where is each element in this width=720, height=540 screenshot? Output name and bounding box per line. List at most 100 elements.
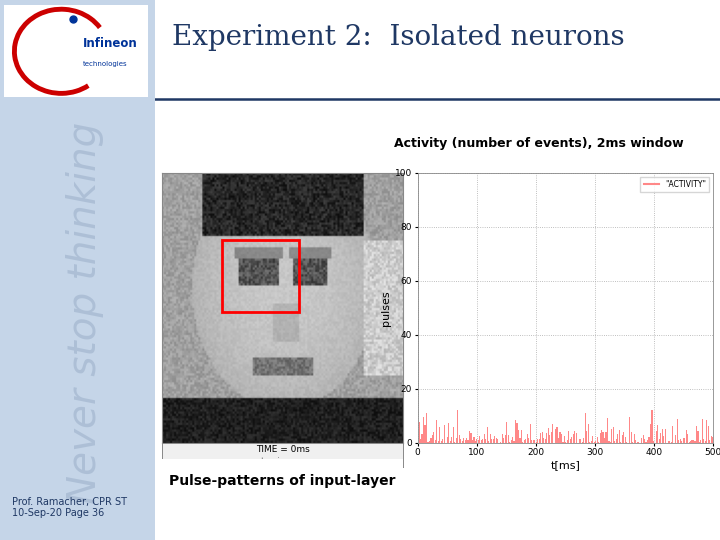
Bar (222, 240, 299, 312)
Bar (512, 437, 513, 443)
Bar (524, 440, 525, 443)
Bar (588, 423, 589, 443)
Bar (598, 442, 599, 443)
Bar (548, 428, 549, 443)
Bar (527, 434, 528, 443)
Bar (491, 439, 492, 443)
Bar (562, 442, 564, 443)
Bar (438, 441, 439, 443)
Bar (580, 438, 581, 443)
Bar (435, 440, 436, 443)
Bar (462, 441, 463, 443)
Bar (558, 438, 559, 443)
Bar (555, 429, 556, 443)
Bar (487, 427, 488, 443)
Bar (616, 439, 617, 443)
Text: Activity (number of events), 2ms window: Activity (number of events), 2ms window (395, 137, 684, 150)
Bar (421, 434, 423, 443)
Bar (544, 438, 546, 443)
Text: Experiment 2:  Isolated neurons: Experiment 2: Isolated neurons (172, 24, 624, 51)
Bar (613, 427, 614, 443)
Bar (711, 436, 712, 443)
Bar (552, 424, 553, 443)
Bar (454, 442, 455, 443)
Bar (442, 438, 444, 443)
Bar (484, 434, 485, 443)
Bar (625, 437, 626, 443)
Bar (684, 437, 685, 443)
Bar (667, 441, 669, 443)
Bar (446, 437, 448, 443)
Bar (705, 441, 706, 443)
Bar (472, 440, 473, 443)
Text: Pulse-patterns of input-layer: Pulse-patterns of input-layer (169, 474, 396, 488)
Bar (712, 437, 714, 443)
Bar (533, 440, 534, 443)
Bar (573, 434, 574, 443)
Bar (708, 426, 709, 443)
Bar (494, 436, 495, 443)
Bar (549, 435, 550, 443)
Bar (703, 439, 704, 443)
Bar (634, 434, 635, 443)
Bar (690, 441, 691, 443)
Bar (601, 430, 602, 443)
Bar (656, 431, 657, 443)
Bar (647, 440, 648, 443)
Bar (687, 434, 688, 443)
Bar (495, 438, 497, 443)
Bar (642, 435, 644, 443)
Bar (567, 440, 568, 443)
Bar (592, 436, 593, 443)
Bar (432, 435, 433, 443)
Bar (469, 430, 470, 443)
Bar (614, 441, 616, 443)
Bar (530, 424, 531, 443)
Bar (638, 442, 639, 443)
Bar (463, 438, 464, 443)
Bar (457, 409, 458, 443)
Bar (546, 433, 547, 443)
Bar (541, 432, 543, 443)
Bar (451, 437, 452, 443)
Bar (497, 439, 498, 443)
Bar (536, 442, 537, 443)
Bar (481, 440, 482, 443)
Bar (429, 441, 430, 443)
Bar (515, 420, 516, 443)
Bar (439, 427, 441, 443)
Bar (641, 438, 642, 443)
Bar (617, 434, 618, 443)
Bar (528, 438, 529, 443)
Bar (604, 437, 605, 443)
Bar (688, 442, 690, 443)
Bar (675, 435, 676, 443)
Legend: "ACTIVITY": "ACTIVITY" (641, 177, 709, 192)
Bar (485, 439, 487, 443)
Text: TIME = 0ms: TIME = 0ms (256, 445, 310, 454)
Bar (672, 427, 673, 443)
Text: mat_avi_suge_un: mat_avi_suge_un (249, 457, 316, 466)
Bar (683, 438, 684, 443)
Bar (644, 439, 645, 443)
Bar (425, 425, 426, 443)
Bar (611, 429, 613, 443)
Bar (696, 426, 697, 443)
Bar (583, 437, 585, 443)
Bar (537, 439, 539, 443)
Bar (490, 434, 491, 443)
Bar (653, 441, 654, 443)
Bar (551, 432, 552, 443)
Bar (579, 439, 580, 443)
Bar (620, 442, 621, 443)
Bar (475, 441, 476, 443)
Text: technologies: technologies (83, 60, 127, 66)
Bar (646, 442, 647, 443)
Text: Never stop thinking: Never stop thinking (66, 122, 104, 504)
Bar (559, 432, 561, 443)
Bar (540, 433, 541, 443)
Bar (444, 425, 445, 443)
Bar (502, 435, 503, 443)
Bar (492, 439, 494, 443)
Bar (543, 438, 544, 443)
